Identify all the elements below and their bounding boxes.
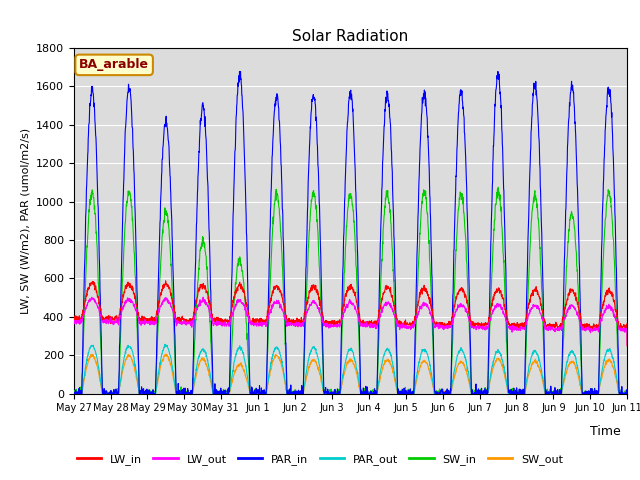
Y-axis label: LW, SW (W/m2), PAR (umol/m2/s): LW, SW (W/m2), PAR (umol/m2/s) [20,128,30,314]
Title: Solar Radiation: Solar Radiation [292,29,408,44]
Text: Time: Time [590,425,621,438]
Legend: LW_in, LW_out, PAR_in, PAR_out, SW_in, SW_out: LW_in, LW_out, PAR_in, PAR_out, SW_in, S… [72,450,568,469]
Text: BA_arable: BA_arable [79,59,149,72]
